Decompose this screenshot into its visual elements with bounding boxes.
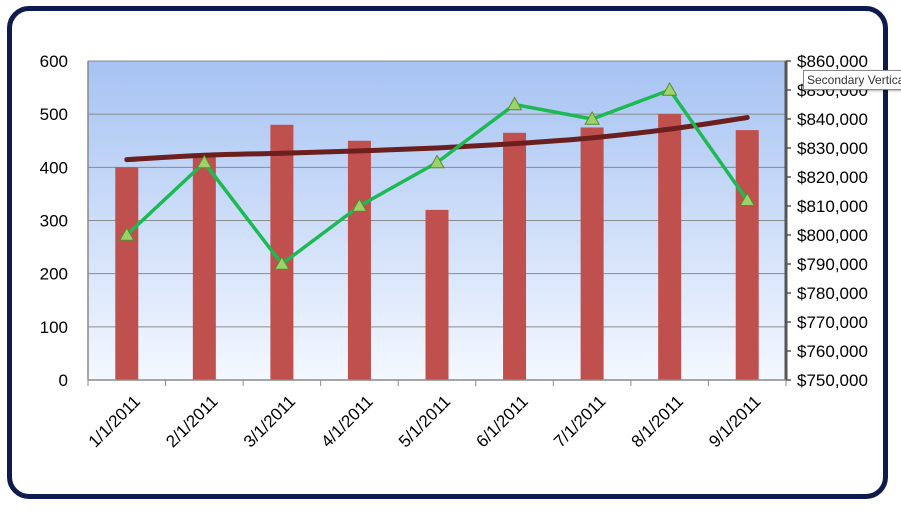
line-marker-8/1/2011[interactable] bbox=[661, 81, 678, 96]
secondary-y-tick-label: $760,000 bbox=[797, 342, 868, 361]
bar-2/1/2011[interactable] bbox=[192, 154, 216, 380]
secondary-y-tick-label: $770,000 bbox=[797, 313, 868, 332]
secondary-y-tick-label: $800,000 bbox=[797, 226, 868, 245]
secondary-y-tick-label: $780,000 bbox=[797, 284, 868, 303]
line-marker-1/1/2011[interactable] bbox=[118, 226, 135, 241]
secondary-y-tick-label: $750,000 bbox=[797, 371, 868, 390]
line-marker-4/1/2011[interactable] bbox=[351, 197, 368, 212]
secondary-y-tick-label: $860,000 bbox=[797, 52, 868, 71]
x-tick-label: 1/1/2011 bbox=[85, 392, 144, 451]
line-marker-7/1/2011[interactable] bbox=[584, 110, 600, 125]
x-tick-label: 2/1/2011 bbox=[162, 392, 221, 451]
bar-7/1/2011[interactable] bbox=[580, 127, 604, 380]
primary-y-tick-label: 600 bbox=[40, 52, 68, 71]
bar-6/1/2011[interactable] bbox=[503, 132, 527, 380]
bar-5/1/2011[interactable] bbox=[425, 209, 449, 380]
x-tick-label: 3/1/2011 bbox=[240, 392, 299, 451]
secondary-y-tick-label: $810,000 bbox=[797, 197, 868, 216]
secondary-y-tick-label: $830,000 bbox=[797, 139, 868, 158]
axes bbox=[87, 61, 788, 386]
line-marker-9/1/2011[interactable] bbox=[739, 192, 756, 206]
x-tick-label: 8/1/2011 bbox=[628, 392, 687, 451]
tooltip: Secondary Vertica bbox=[803, 70, 901, 90]
primary-y-tick-label: 500 bbox=[40, 105, 68, 124]
secondary-y-tick-label: $790,000 bbox=[797, 255, 868, 274]
line-marker-2/1/2011[interactable] bbox=[196, 154, 213, 169]
line-marker-5/1/2011[interactable] bbox=[429, 154, 445, 169]
x-tick-label: 7/1/2011 bbox=[550, 392, 609, 451]
bar-9/1/2011[interactable] bbox=[735, 130, 759, 380]
bar-1/1/2011[interactable] bbox=[115, 167, 139, 380]
x-tick-label: 9/1/2011 bbox=[705, 392, 764, 451]
x-tick-label: 4/1/2011 bbox=[317, 392, 376, 451]
primary-y-tick-label: 400 bbox=[40, 158, 68, 177]
primary-y-tick-label: 300 bbox=[40, 212, 68, 231]
x-axis-labels: 1/1/2011 2/1/2011 3/1/2011 4/1/2011 5/1/2011… bbox=[85, 392, 765, 451]
bar-4/1/2011[interactable] bbox=[347, 140, 371, 380]
bar-series[interactable] bbox=[115, 114, 759, 381]
line-marker-6/1/2011[interactable] bbox=[506, 96, 523, 111]
line-series[interactable] bbox=[118, 81, 756, 270]
trendline-series[interactable] bbox=[124, 115, 750, 163]
trendline[interactable] bbox=[124, 115, 750, 163]
primary-y-tick-label: 0 bbox=[59, 371, 68, 390]
secondary-y-tick-label: $820,000 bbox=[797, 168, 868, 187]
x-tick-label: 5/1/2011 bbox=[395, 392, 454, 451]
primary-y-tick-label: 200 bbox=[40, 265, 68, 284]
line-marker-3/1/2011[interactable] bbox=[274, 255, 290, 270]
bar-8/1/2011[interactable] bbox=[658, 114, 682, 381]
secondary-y-tick-label: $840,000 bbox=[797, 110, 868, 129]
bar-3/1/2011[interactable] bbox=[270, 124, 294, 380]
primary-y-axis-labels: 0 100 200 300 400 500 600 bbox=[40, 52, 68, 390]
secondary-y-axis-labels: $750,000 $760,000 $770,000 $780,000 $790,000… bbox=[786, 52, 868, 390]
primary-y-tick-label: 100 bbox=[40, 318, 68, 337]
x-tick-label: 6/1/2011 bbox=[473, 392, 532, 451]
